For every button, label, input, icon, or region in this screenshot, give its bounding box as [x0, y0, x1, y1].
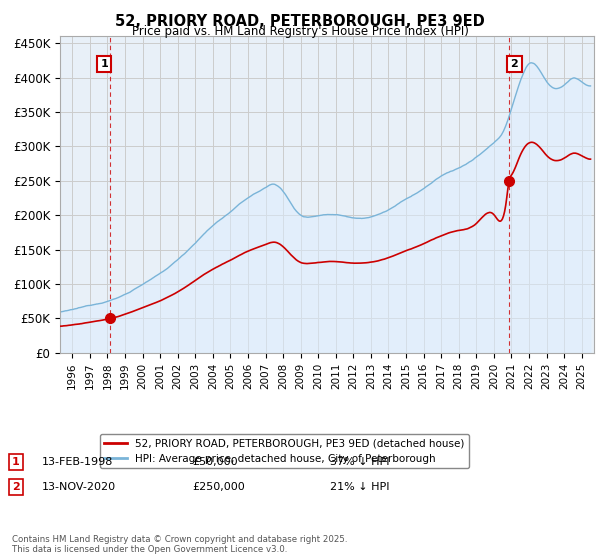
Text: 21% ↓ HPI: 21% ↓ HPI [330, 482, 389, 492]
Text: Price paid vs. HM Land Registry's House Price Index (HPI): Price paid vs. HM Land Registry's House … [131, 25, 469, 38]
Text: 13-NOV-2020: 13-NOV-2020 [42, 482, 116, 492]
Legend: 52, PRIORY ROAD, PETERBOROUGH, PE3 9ED (detached house), HPI: Average price, det: 52, PRIORY ROAD, PETERBOROUGH, PE3 9ED (… [100, 435, 469, 468]
Text: 2: 2 [12, 482, 20, 492]
Text: 1: 1 [12, 457, 20, 467]
Text: 37% ↓ HPI: 37% ↓ HPI [330, 457, 389, 467]
Text: £250,000: £250,000 [192, 482, 245, 492]
Text: 13-FEB-1998: 13-FEB-1998 [42, 457, 113, 467]
Text: Contains HM Land Registry data © Crown copyright and database right 2025.
This d: Contains HM Land Registry data © Crown c… [12, 535, 347, 554]
Text: 1: 1 [100, 59, 108, 69]
Text: 2: 2 [511, 59, 518, 69]
Text: £50,000: £50,000 [192, 457, 238, 467]
Text: 52, PRIORY ROAD, PETERBOROUGH, PE3 9ED: 52, PRIORY ROAD, PETERBOROUGH, PE3 9ED [115, 14, 485, 29]
